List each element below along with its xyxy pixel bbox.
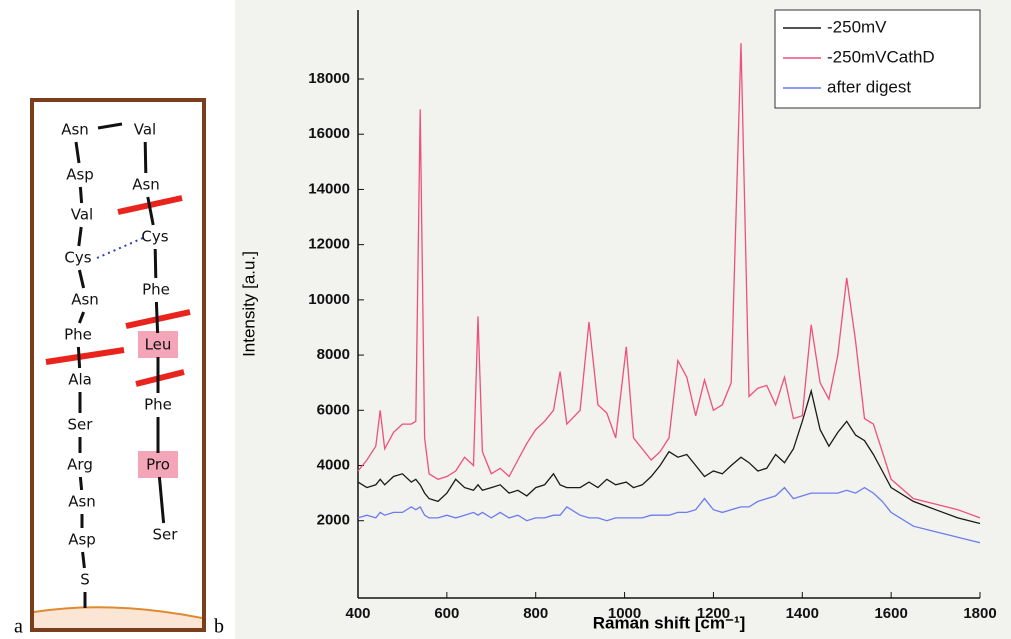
residue: Asp (68, 531, 96, 549)
disulfide-bond (96, 237, 144, 259)
residue: S (80, 571, 90, 589)
bond (78, 186, 84, 204)
x-tick-label: 1400 (786, 605, 819, 622)
residue: Pro (146, 456, 170, 474)
residue: Val (134, 121, 156, 139)
bond (77, 269, 86, 289)
bond (143, 141, 148, 174)
highlight-box (138, 451, 178, 478)
residue: Phe (144, 396, 172, 414)
bond (157, 476, 166, 524)
x-axis-label: Raman shift [cm⁻¹] (593, 613, 746, 632)
cleavage-mark (45, 347, 125, 365)
residue: Asn (61, 121, 89, 139)
bond (78, 476, 84, 491)
surface-line (33, 606, 203, 619)
bond (97, 122, 123, 130)
bond (77, 226, 83, 247)
residue: Ser (153, 526, 179, 544)
y-axis-label: Intensity [a.u.] (239, 251, 258, 357)
bond (74, 141, 81, 164)
legend-label: -250mV (827, 17, 887, 36)
x-tick-label: 1600 (874, 605, 907, 622)
y-tick-label: 16000 (308, 125, 350, 142)
residue: Asp (66, 166, 94, 184)
residue: Asn (68, 493, 96, 511)
highlight-box (138, 331, 178, 358)
x-tick-label: 800 (523, 605, 548, 622)
series-line (357, 486, 981, 544)
y-tick-label: 2000 (317, 512, 350, 529)
bond (154, 301, 160, 334)
residue: Arg (67, 456, 93, 474)
residue: Leu (145, 336, 172, 354)
bond (81, 551, 86, 569)
residue: Phe (64, 326, 92, 344)
y-tick-label: 18000 (308, 70, 350, 87)
y-tick-label: 8000 (317, 346, 350, 363)
y-tick-label: 10000 (308, 291, 350, 308)
bond (77, 311, 86, 324)
surface (34, 607, 202, 628)
residue: Phe (142, 281, 170, 299)
residue: Asn (71, 291, 99, 309)
series-line (357, 388, 981, 525)
bond (153, 248, 158, 279)
legend-box (774, 9, 981, 109)
bond (76, 346, 82, 369)
x-tick-label: 400 (345, 605, 370, 622)
x-tick-label: 1800 (963, 605, 996, 622)
bond (146, 196, 155, 226)
residue: Cys (64, 249, 91, 267)
legend-label: after digest (827, 77, 911, 96)
residue: Asn (132, 176, 160, 194)
residue: Val (71, 206, 93, 224)
y-tick-label: 14000 (308, 180, 350, 197)
residue: Cys (141, 228, 168, 246)
residue: Ser (68, 416, 94, 434)
y-tick-label: 4000 (317, 456, 350, 473)
x-tick-label: 600 (434, 605, 459, 622)
legend-label: -250mVCathD (827, 47, 935, 66)
panel-a-frame (30, 98, 206, 632)
y-tick-label: 6000 (317, 401, 350, 418)
y-tick-label: 12000 (308, 236, 350, 253)
panel-label: b (214, 616, 224, 638)
panel-label: a (14, 616, 23, 638)
cleavage-mark (135, 369, 185, 387)
residue: Ala (68, 371, 92, 389)
x-tick-label: 1200 (697, 605, 730, 622)
x-tick-label: 1000 (608, 605, 641, 622)
series-line (357, 43, 981, 519)
